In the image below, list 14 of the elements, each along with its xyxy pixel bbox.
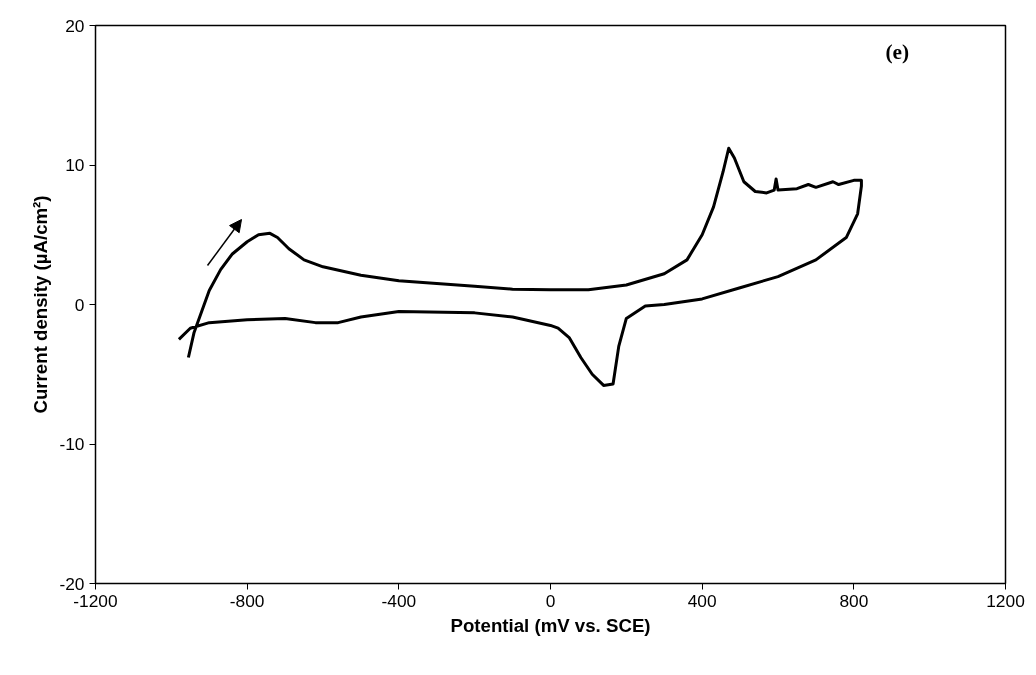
y-tick-label: 10 — [65, 155, 85, 175]
y-axis-title: Current density (µA/cm²) — [30, 195, 52, 414]
x-tick-label: 400 — [687, 590, 717, 611]
line-series — [177, 146, 863, 387]
x-axis-title: Potential (mV vs. SCE) — [450, 614, 651, 636]
annotation: (e) — [885, 39, 910, 64]
x-tick-label: 1200 — [986, 590, 1025, 611]
x-tick-label: 0 — [545, 590, 556, 611]
x-tick-label: 800 — [839, 590, 869, 611]
y-tick-label: -10 — [59, 434, 85, 454]
x-tick-label: -400 — [381, 590, 417, 611]
y-tick-label: 20 — [65, 15, 85, 36]
y-tick-label: 0 — [74, 294, 85, 315]
x-tick-label: -800 — [229, 590, 265, 611]
